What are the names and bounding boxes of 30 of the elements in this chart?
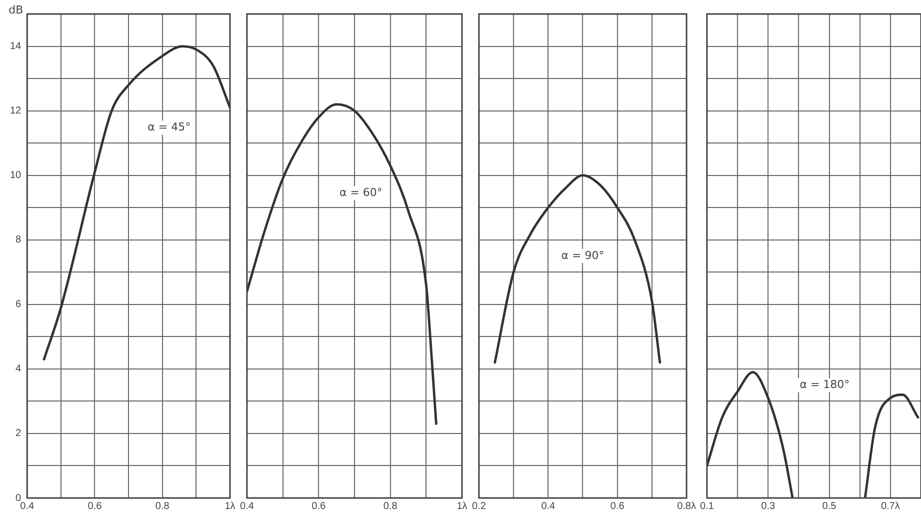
annotation: α = 45° [148,120,191,134]
x-tick-label: 0.6 [610,500,625,512]
x-tick-label: 0.8 [383,500,398,512]
x-tick-label: 0.8λ [677,500,696,512]
y-tick-label: 8 [16,234,22,246]
x-tick-label: 1λ [224,500,236,512]
x-tick-label: 0.6 [312,500,326,512]
x-tick-label: 0.5 [822,500,837,512]
x-tick-label: 0.7λ [880,500,900,512]
x-tick-label: 0.4 [20,500,35,512]
y-tick-label: 4 [16,364,22,375]
x-tick-label: 0.2 [472,500,486,512]
y-axis-title: dB [8,3,24,16]
line-series [42,45,230,360]
y-tick-label: 6 [16,299,22,310]
y-tick-label: 12 [10,106,22,117]
x-tick-label: 1λ [456,500,468,512]
y-tick-label: 0 [16,492,22,504]
x-tick-label: 0.3 [761,500,776,512]
annotation: α = 60° [339,186,382,199]
x-tick-label: 0.1 [700,500,714,512]
annotation: α = 180° [800,378,850,392]
x-tick-label: 0.4 [240,500,254,512]
x-tick-label: 0.4 [541,500,556,512]
y-tick-label: 2 [16,428,22,440]
y-tick-label: 14 [10,41,22,52]
x-tick-label: 0.8 [155,500,170,512]
y-tick-label: 10 [10,170,22,182]
annotation: α = 90° [561,248,604,262]
x-tick-label: 0.6 [88,500,102,512]
